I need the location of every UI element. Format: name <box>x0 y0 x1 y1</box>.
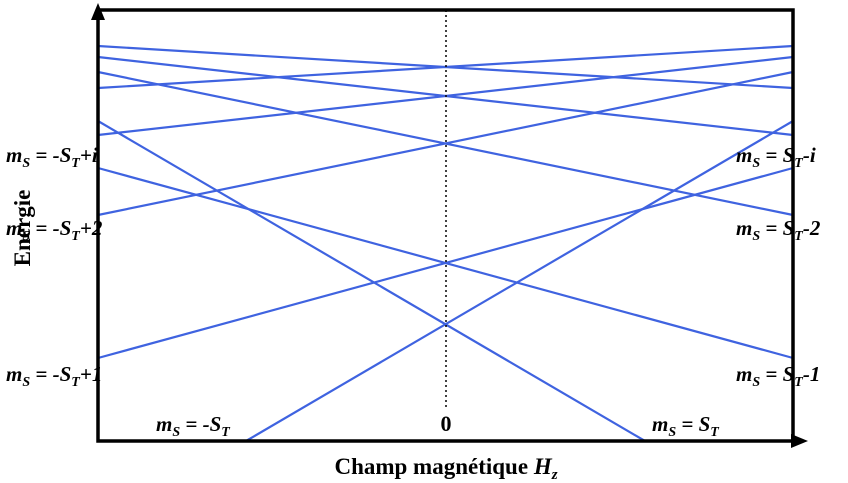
level-line <box>97 70 794 217</box>
left-label-top: mS = -ST+i <box>6 143 98 171</box>
bottom-label-right: mS = ST <box>652 412 720 440</box>
x-axis-label: Champ magnétique Hz <box>334 454 557 483</box>
level-line <box>97 166 794 360</box>
left-label-middle: mS = -ST+2 <box>6 216 103 244</box>
right-label-top: mS = ST-i <box>736 143 816 171</box>
energy-levels <box>97 44 794 442</box>
x-axis-arrow <box>791 434 808 448</box>
y-axis-arrow <box>91 3 105 20</box>
zero-tick-label: 0 <box>441 411 452 436</box>
level-line <box>245 120 794 442</box>
plot-frame <box>96 8 795 443</box>
bottom-label-left: mS = -ST <box>156 412 231 440</box>
right-label-middle: mS = ST-2 <box>736 216 821 244</box>
left-label-bottom: mS = -ST+1 <box>6 362 102 390</box>
level-line <box>97 120 646 442</box>
right-label-bottom: mS = ST-1 <box>736 362 820 390</box>
y-axis-label: Energie <box>10 190 35 267</box>
